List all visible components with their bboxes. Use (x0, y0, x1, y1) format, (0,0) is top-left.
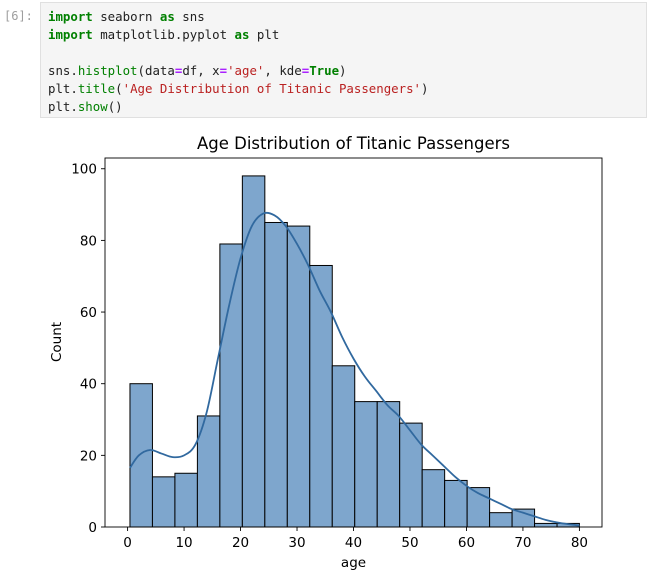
y-axis-label: Count (49, 322, 65, 362)
code-token: True (309, 63, 340, 78)
histogram-bar (376, 401, 401, 528)
histogram-chart: 0 10 20 30 40 50 60 70 80 0 20 40 60 80 100 Age Distr… (49, 134, 603, 571)
x-tick-label: 40 (345, 535, 362, 551)
histogram-bar (129, 383, 153, 528)
histogram-bar (264, 221, 288, 528)
code-token: as (234, 27, 250, 42)
histogram-bar (534, 522, 558, 528)
code-token: as (159, 9, 175, 24)
x-tick-label: 80 (571, 535, 588, 551)
code-token: show (77, 99, 108, 114)
code-token: plt (249, 27, 280, 42)
y-tick-label: 0 (88, 520, 97, 536)
code-token: () (107, 99, 123, 114)
code-token: = (219, 63, 228, 78)
code-line: plt.show() (48, 98, 646, 116)
y-tick-label: 60 (80, 305, 97, 321)
histogram-bar (286, 225, 311, 528)
histogram-bar (174, 472, 198, 528)
histogram-bar (489, 512, 513, 528)
kde-curve (129, 211, 580, 527)
code-line: import matplotlib.pyplot as plt (48, 26, 646, 44)
histogram-bar (421, 469, 446, 528)
cell-output: 0 10 20 30 40 50 60 70 80 0 20 40 60 80 100 Age Distr… (0, 124, 649, 581)
histogram-bar (331, 365, 356, 528)
code-token: df, x (182, 63, 220, 78)
code-token: plt. (48, 81, 78, 96)
code-token: (data (137, 63, 175, 78)
code-token: sns. (48, 63, 78, 78)
x-tick-label: 0 (123, 535, 132, 551)
x-tick-label: 70 (514, 535, 531, 551)
histogram-bar (511, 508, 536, 528)
x-tick-label: 20 (232, 535, 249, 551)
code-token: matplotlib.pyplot (92, 27, 235, 42)
code-line: sns.histplot(data=df, x='age', kde=True) (48, 62, 646, 80)
code-token: = (174, 63, 183, 78)
histogram-bar (444, 479, 468, 528)
cell-prompt: [6]: (4, 9, 33, 23)
x-tick-label: 60 (458, 535, 475, 551)
code-line (48, 44, 646, 62)
code-token: ) (421, 81, 429, 96)
x-tick-label: 30 (288, 535, 305, 551)
code-token: = (301, 63, 310, 78)
code-token: ( (115, 81, 123, 96)
y-tick-label: 100 (71, 162, 97, 178)
code-token: 'age' (227, 63, 265, 78)
code-token: plt. (48, 99, 78, 114)
code-token: sns (174, 9, 205, 24)
code-cell[interactable]: import seaborn as sns import matplotlib.p… (40, 2, 647, 118)
code-line: import seaborn as sns (48, 8, 646, 26)
code-token: 'Age Distribution of Titanic Passengers' (122, 81, 422, 96)
y-tick-label: 40 (80, 377, 97, 393)
code-token: import (48, 27, 93, 42)
y-tick-label: 20 (80, 448, 97, 464)
histogram-bar (241, 175, 266, 528)
x-axis-label: age (341, 555, 366, 571)
code-token: ) (339, 63, 347, 78)
chart-title: Age Distribution of Titanic Passengers (197, 134, 510, 153)
histogram-bar (151, 476, 176, 528)
histogram-bar (354, 401, 378, 528)
y-tick-label: 80 (80, 233, 97, 249)
x-tick-label: 10 (175, 535, 192, 551)
histogram-bar (219, 243, 243, 528)
x-tick-label: 50 (401, 535, 418, 551)
code-token: , kde (264, 63, 302, 78)
code-token: title (77, 81, 116, 96)
code-token: import (48, 9, 93, 24)
histogram-bar (309, 264, 333, 528)
code-token: histplot (77, 63, 138, 78)
code-line: plt.title('Age Distribution of Titanic P… (48, 80, 646, 98)
code-token: seaborn (92, 9, 160, 24)
histogram-bar (399, 422, 423, 528)
